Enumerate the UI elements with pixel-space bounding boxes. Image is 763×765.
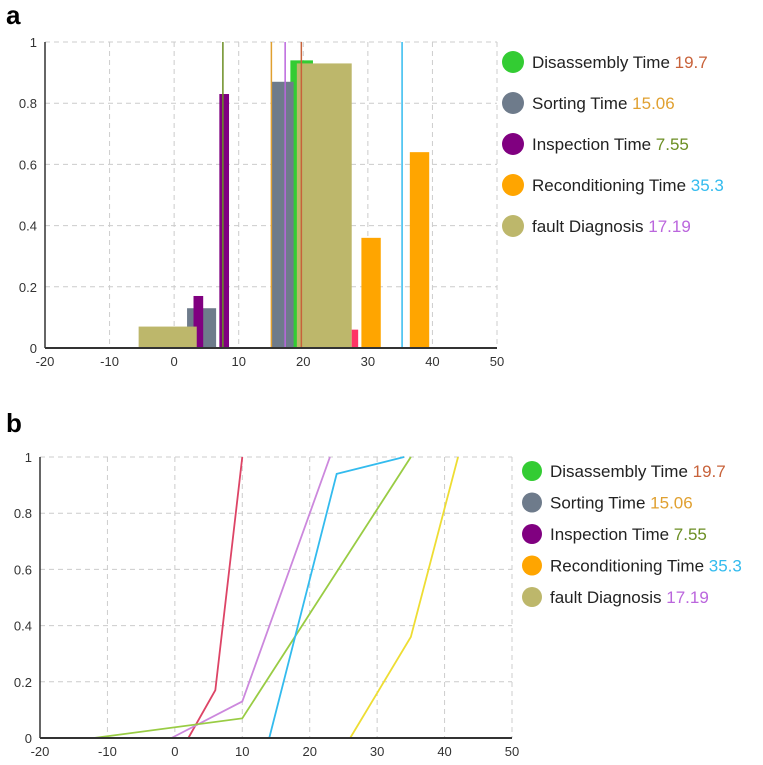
bar [409, 152, 430, 348]
panel-a-bars [138, 60, 430, 349]
legend-marker [502, 51, 524, 73]
bar [138, 326, 197, 348]
y-tick-label: 0.4 [14, 619, 32, 634]
legend-marker [502, 92, 524, 114]
legend-series-value: 17.19 [666, 588, 709, 607]
panel-b-label: b [6, 408, 22, 438]
legend-series-name: Reconditioning Time [550, 557, 709, 576]
series-line [268, 456, 405, 739]
legend-series-name: Disassembly Time [532, 53, 675, 72]
panel-b-grid [39, 456, 513, 739]
x-tick-label: 20 [296, 354, 310, 369]
legend-series-name: fault Diagnosis [532, 217, 648, 236]
x-tick-label: 40 [437, 744, 451, 759]
legend-series-value: 19.7 [693, 462, 726, 481]
bar [296, 63, 352, 349]
panel-a-axes [44, 42, 497, 349]
y-tick-label: 1 [30, 35, 37, 50]
panel-b-axes [39, 457, 512, 739]
legend-series-value: 15.06 [650, 494, 693, 513]
legend-label: Disassembly Time 19.7 [550, 462, 726, 481]
x-tick-label: 10 [231, 354, 245, 369]
legend-marker [502, 174, 524, 196]
legend-series-value: 35.3 [691, 176, 724, 195]
x-tick-label: 40 [425, 354, 439, 369]
y-tick-label: 0 [30, 341, 37, 356]
legend-series-name: Sorting Time [532, 94, 632, 113]
bar [219, 94, 230, 349]
legend-label: fault Diagnosis 17.19 [550, 588, 709, 607]
y-tick-label: 0.8 [19, 96, 37, 111]
y-tick-label: 0.6 [14, 562, 32, 577]
legend-marker [522, 555, 542, 576]
panel-a-bar-chart: a -20 -10 0 10 20 30 40 50 0 0.2 0.4 0.6 0.8 1 Disass… [6, 0, 724, 369]
legend-series-value: 17.19 [648, 217, 691, 236]
legend-marker [502, 133, 524, 155]
panel-a-mean-lines [222, 42, 403, 348]
legend-label: Sorting Time 15.06 [550, 494, 693, 513]
y-tick-label: 1 [25, 450, 32, 465]
bar [271, 81, 294, 348]
x-tick-label: -20 [36, 354, 55, 369]
legend-series-name: Sorting Time [550, 494, 650, 513]
legend-series-value: 35.3 [709, 557, 742, 576]
legend-marker [522, 587, 542, 607]
x-tick-label: 0 [171, 744, 178, 759]
panel-a-legend[interactable]: Disassembly Time 19.7 Sorting Time 15.06 I… [502, 51, 724, 237]
legend-series-name: Disassembly Time [550, 462, 693, 481]
x-tick-label: 10 [235, 744, 249, 759]
legend-label: fault Diagnosis 17.19 [532, 217, 691, 236]
bar [361, 237, 381, 348]
legend-series-value: 7.55 [674, 525, 707, 544]
legend-series-value: 15.06 [632, 94, 675, 113]
y-tick-label: 0.2 [19, 280, 37, 295]
series-line [349, 456, 459, 739]
x-tick-label: 50 [490, 354, 504, 369]
panel-a-tick-labels: -20 -10 0 10 20 30 40 50 0 0.2 0.4 0.6 0.8 1 [19, 35, 504, 369]
legend-marker [522, 492, 542, 513]
legend-series-name: Reconditioning Time [532, 176, 691, 195]
panel-a-label: a [6, 0, 21, 30]
legend-marker [522, 461, 542, 481]
legend-label: Inspection Time 7.55 [550, 525, 707, 544]
legend-label: Inspection Time 7.55 [532, 135, 689, 154]
legend-label: Sorting Time 15.06 [532, 94, 675, 113]
legend-series-name: Inspection Time [550, 525, 674, 544]
legend-label: Reconditioning Time 35.3 [550, 557, 742, 576]
x-tick-label: -20 [31, 744, 50, 759]
x-tick-label: 20 [302, 744, 316, 759]
legend-series-value: 19.7 [675, 53, 708, 72]
y-tick-label: 0.6 [19, 157, 37, 172]
legend-marker [522, 524, 542, 544]
panel-b-lines [93, 456, 459, 739]
y-tick-label: 0.8 [14, 506, 32, 521]
y-tick-label: 0.2 [14, 675, 32, 690]
legend-series-name: Inspection Time [532, 135, 656, 154]
x-tick-label: -10 [98, 744, 117, 759]
bar [351, 329, 359, 348]
legend-series-name: fault Diagnosis [550, 588, 666, 607]
series-line [171, 456, 331, 739]
x-tick-label: 30 [361, 354, 375, 369]
legend-series-value: 7.55 [656, 135, 689, 154]
x-tick-label: 0 [171, 354, 178, 369]
panel-b-tick-labels: -20 -10 0 10 20 30 40 50 0 0.2 0.4 0.6 0.8 1 [14, 450, 519, 759]
legend-marker [502, 215, 524, 237]
legend-label: Disassembly Time 19.7 [532, 53, 708, 72]
x-tick-label: -10 [100, 354, 119, 369]
x-tick-label: 50 [505, 744, 519, 759]
legend-label: Reconditioning Time 35.3 [532, 176, 724, 195]
x-tick-label: 30 [370, 744, 384, 759]
series-line [187, 456, 244, 739]
panel-b-line-chart: b -20 -10 0 10 20 30 40 50 0 0.2 0.4 0.6 0.8 1 Disass… [6, 408, 742, 759]
bar [193, 295, 204, 348]
y-tick-label: 0 [25, 731, 32, 746]
series-line [93, 456, 412, 739]
y-tick-label: 0.4 [19, 219, 37, 234]
